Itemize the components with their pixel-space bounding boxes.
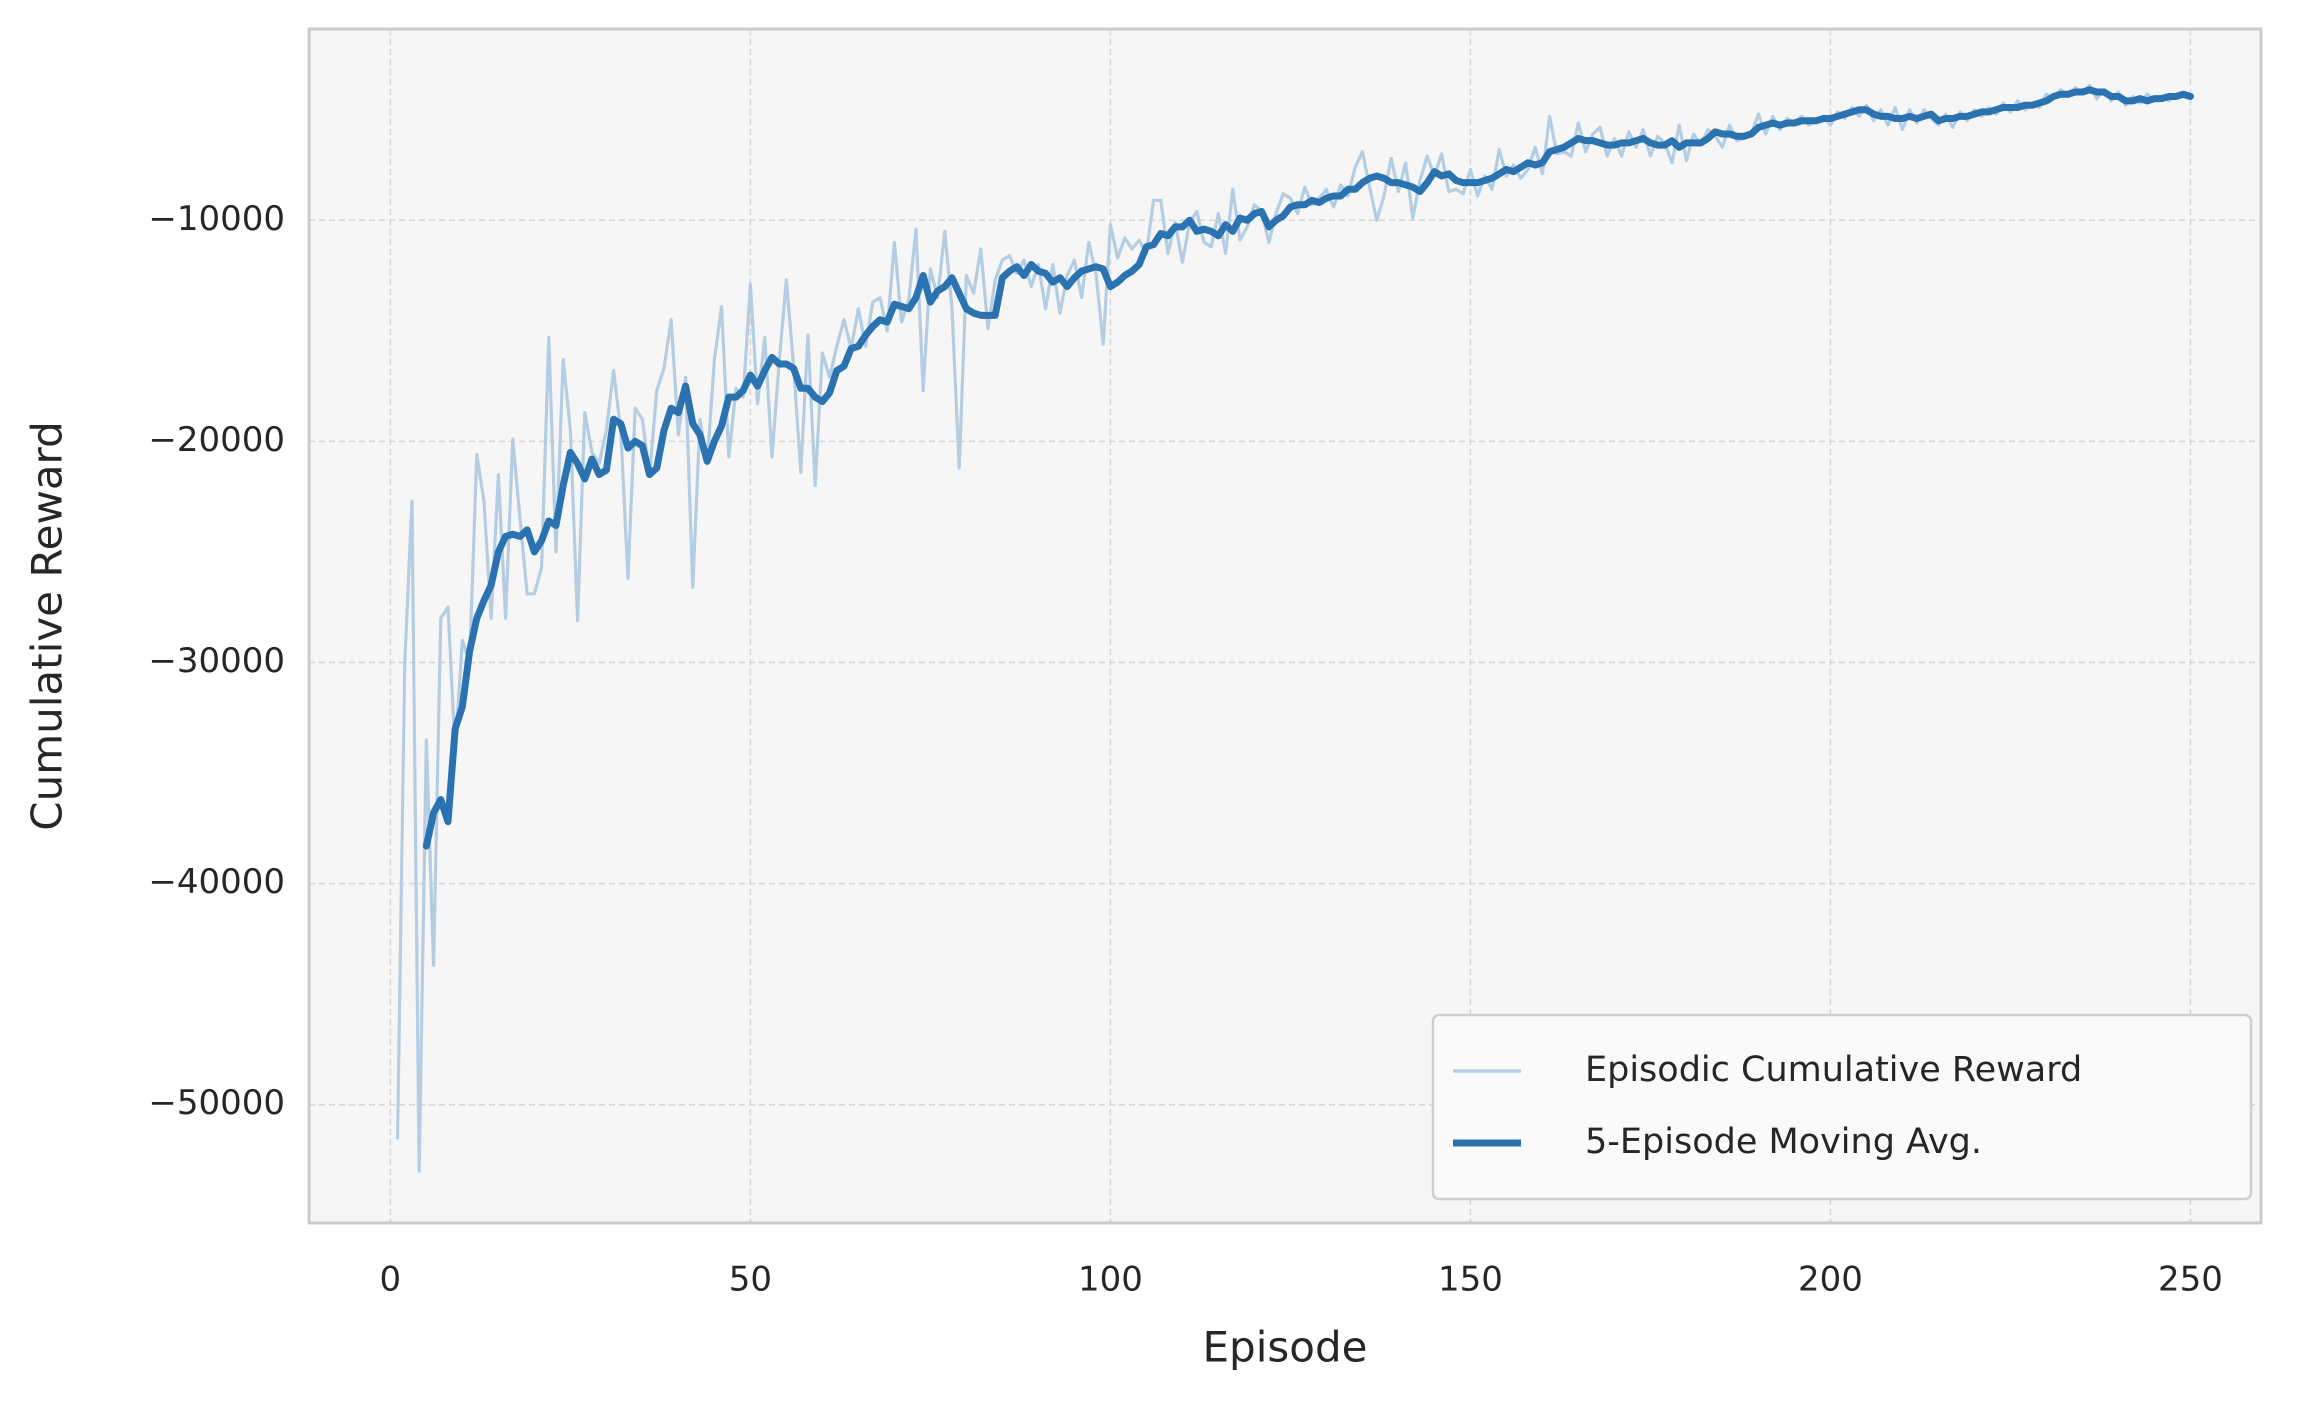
y-tick-label: −10000: [148, 199, 285, 239]
legend-box: [1431, 1013, 2253, 1201]
y-axis-label: Cumulative Reward: [23, 421, 72, 830]
x-tick-label: 250: [2158, 1260, 2223, 1300]
x-tick-label: 100: [1078, 1260, 1143, 1300]
x-tick-label: 200: [1798, 1260, 1863, 1300]
plot-frame: [307, 27, 2263, 1225]
x-tick-label: 50: [729, 1260, 772, 1300]
x-tick-label: 0: [380, 1260, 402, 1300]
legend-label: 5-Episode Moving Avg.: [1585, 1122, 1982, 1162]
series-line: [422, 86, 2194, 850]
x-tick-label: 150: [1438, 1260, 1503, 1300]
y-tick-label: −40000: [148, 862, 285, 902]
lines: [395, 83, 2194, 1173]
y-tick-label: −50000: [148, 1083, 285, 1123]
legend: Episodic Cumulative Reward 5-Episode Movi…: [1431, 1013, 2253, 1201]
y-tick-label: −20000: [148, 420, 285, 460]
legend-label: Episodic Cumulative Reward: [1585, 1050, 2082, 1090]
x-axis-label: Episode: [1203, 1323, 1368, 1372]
y-tick-label: −30000: [148, 641, 285, 681]
ticks: 0 50 100 150 200 250 −50000 −40000 −30000 −20000 −…: [148, 199, 2223, 1300]
